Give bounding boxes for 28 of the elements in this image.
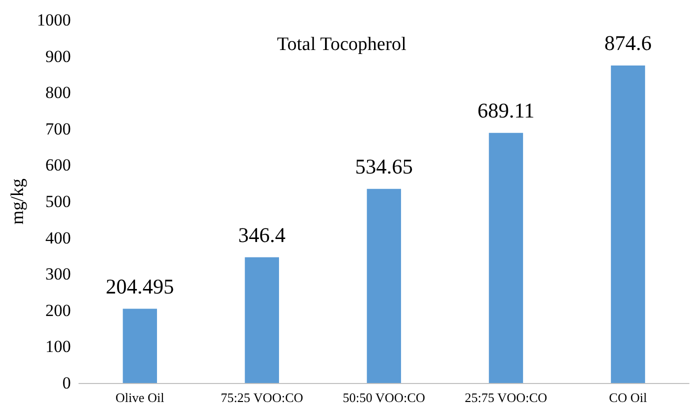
bar bbox=[366, 188, 402, 383]
y-tick-label: 900 bbox=[45, 46, 71, 66]
y-tick-label: 500 bbox=[45, 192, 71, 211]
y-tick-label: 100 bbox=[45, 337, 71, 356]
y-tick-label: 700 bbox=[45, 119, 71, 138]
bar bbox=[244, 257, 280, 383]
x-tick-label: Olive Oil bbox=[116, 390, 165, 405]
bar bbox=[610, 66, 646, 383]
data-label: 534.65 bbox=[355, 154, 413, 178]
y-tick-label: 600 bbox=[45, 156, 71, 175]
y-tick-label: 1000 bbox=[36, 10, 71, 30]
y-tick-label: 0 bbox=[62, 374, 71, 392]
x-tick-label: 75:25 VOO:CO bbox=[220, 390, 304, 405]
y-axis-title: mg/kg bbox=[7, 178, 27, 225]
y-tick-label: 400 bbox=[45, 228, 71, 248]
data-label: 874.6 bbox=[604, 31, 652, 56]
x-tick-label: 50:50 VOO:CO bbox=[342, 390, 426, 405]
y-tick-label: 200 bbox=[45, 300, 71, 320]
data-label: 346.4 bbox=[238, 222, 286, 247]
x-tick-label: 25:75 VOO:CO bbox=[464, 390, 548, 405]
x-tick-label: CO Oil bbox=[609, 390, 648, 405]
bar bbox=[488, 132, 524, 383]
data-label: 204.495 bbox=[106, 274, 174, 298]
y-tick-label: 800 bbox=[45, 83, 71, 102]
text: Total Tocopherol bbox=[277, 34, 406, 55]
data-label: 689.11 bbox=[477, 98, 534, 122]
bar bbox=[122, 308, 157, 383]
y-tick-label: 300 bbox=[45, 264, 71, 284]
